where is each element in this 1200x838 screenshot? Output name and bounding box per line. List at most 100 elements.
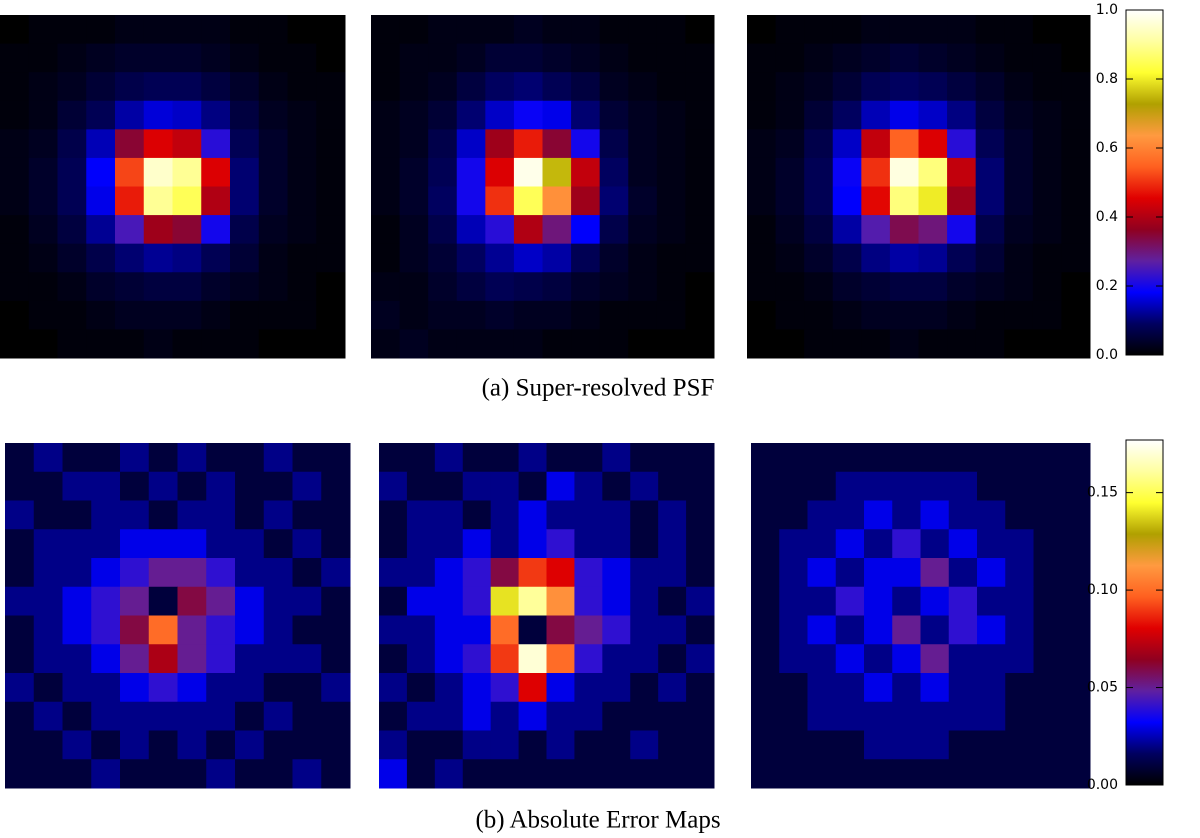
- heatmap-cell: [775, 329, 805, 359]
- heatmap-cell: [456, 243, 486, 273]
- heatmap-cell: [57, 215, 87, 245]
- heatmap-cell: [143, 157, 173, 187]
- heatmap-cell: [428, 43, 458, 73]
- heatmap-cell: [172, 215, 202, 245]
- heatmap-cell: [889, 243, 919, 273]
- heatmap-cell: [91, 558, 121, 588]
- heatmap-cell: [546, 443, 575, 473]
- heatmap-cell: [172, 243, 202, 273]
- heatmap-cell: [630, 443, 659, 473]
- heatmap-cell: [747, 100, 777, 130]
- heatmap-cell: [747, 215, 777, 245]
- heatmap-cell: [379, 673, 408, 703]
- heatmap-cell: [602, 500, 631, 530]
- heatmap-cell: [177, 529, 207, 559]
- heatmap-cell: [5, 471, 35, 501]
- heatmap-cell: [775, 129, 805, 159]
- heatmap-cell: [1033, 500, 1063, 530]
- heatmap-cell: [1005, 471, 1034, 501]
- heatmap-cell: [86, 215, 116, 245]
- heatmap-cell: [542, 329, 572, 359]
- heatmap-cell: [1004, 243, 1034, 273]
- heatmap-cell: [546, 558, 575, 588]
- heatmap-cell: [428, 243, 458, 273]
- heatmap-cell: [1004, 329, 1034, 359]
- heatmap-cell: [206, 529, 236, 559]
- heatmap-cell: [835, 443, 865, 473]
- heatmap-cell: [292, 471, 322, 501]
- heatmap-cell: [1061, 558, 1091, 588]
- heatmap-cell: [1004, 15, 1034, 45]
- heatmap-cell: [292, 500, 322, 530]
- heatmap-cell: [490, 759, 520, 789]
- heatmap-cell: [864, 529, 893, 559]
- heatmap-cell: [5, 586, 35, 616]
- heatmap-cell: [1032, 72, 1062, 102]
- heatmap-cell: [889, 100, 919, 130]
- heatmap-cell: [864, 701, 893, 731]
- heatmap-cell: [685, 43, 715, 73]
- heatmap-cell: [120, 586, 150, 616]
- heatmap-cell: [542, 186, 572, 216]
- heatmap-cell: [861, 186, 891, 216]
- heatmap-cell: [947, 129, 977, 159]
- heatmap-cell: [513, 215, 543, 245]
- heatmap-cell: [321, 443, 351, 473]
- heatmap-cell: [571, 157, 601, 187]
- heatmap-cell: [292, 644, 322, 674]
- heatmap-cell: [832, 129, 862, 159]
- heatmap-cell: [892, 471, 921, 501]
- heatmap-cell: [542, 272, 572, 302]
- heatmap-cell: [1032, 272, 1062, 302]
- heatmap-cell: [62, 644, 92, 674]
- heatmap-cell: [456, 100, 486, 130]
- heatmap-cell: [835, 586, 865, 616]
- heatmap-cell: [977, 500, 1006, 530]
- heatmap-cell: [835, 471, 865, 501]
- heatmap-cell: [861, 100, 891, 130]
- heatmap-cell: [779, 701, 808, 731]
- heatmap-cell: [807, 730, 837, 760]
- heatmap-cell: [630, 644, 659, 674]
- colorbar-tick-label: 0.4: [1096, 209, 1118, 225]
- heatmap-cell: [864, 471, 893, 501]
- heatmap-cell: [807, 500, 837, 530]
- heatmap-cell: [230, 300, 260, 330]
- heatmap-cell: [434, 730, 464, 760]
- heatmap-cell: [1032, 300, 1062, 330]
- heatmap-cell: [316, 215, 346, 245]
- heatmap-cell: [371, 186, 401, 216]
- heatmap-cell: [1033, 730, 1063, 760]
- heatmap-cell: [948, 558, 978, 588]
- heatmap-cell: [947, 215, 977, 245]
- caption: (b) Absolute Error Maps: [475, 807, 720, 834]
- heatmap-cell: [513, 243, 543, 273]
- heatmap-cell: [747, 243, 777, 273]
- heatmap-cell: [263, 644, 293, 674]
- heatmap-cell: [86, 129, 116, 159]
- heatmap-cell: [1005, 558, 1034, 588]
- heatmap-cell: [977, 443, 1006, 473]
- heatmap-cell: [485, 243, 515, 273]
- heatmap-cell: [546, 500, 575, 530]
- heatmap-cell: [518, 730, 547, 760]
- heatmap-cell: [485, 15, 515, 45]
- heatmap-cell: [379, 443, 408, 473]
- heatmap-cell: [456, 43, 486, 73]
- heatmap-cell: [513, 157, 543, 187]
- heatmap-cell: [685, 300, 715, 330]
- heatmap-cell: [120, 471, 150, 501]
- heatmap-cell: [1061, 443, 1091, 473]
- heatmap-cell: [518, 586, 547, 616]
- heatmap-cell: [751, 644, 780, 674]
- heatmap-cell: [775, 215, 805, 245]
- heatmap-cell: [1005, 673, 1034, 703]
- heatmap-cell: [379, 558, 408, 588]
- heatmap-cell: [406, 471, 436, 501]
- heatmap-cell: [148, 471, 178, 501]
- heatmap-cell: [518, 644, 547, 674]
- heatmap-cell: [263, 500, 293, 530]
- heatmap-cell: [975, 243, 1005, 273]
- heatmap-cell: [889, 186, 919, 216]
